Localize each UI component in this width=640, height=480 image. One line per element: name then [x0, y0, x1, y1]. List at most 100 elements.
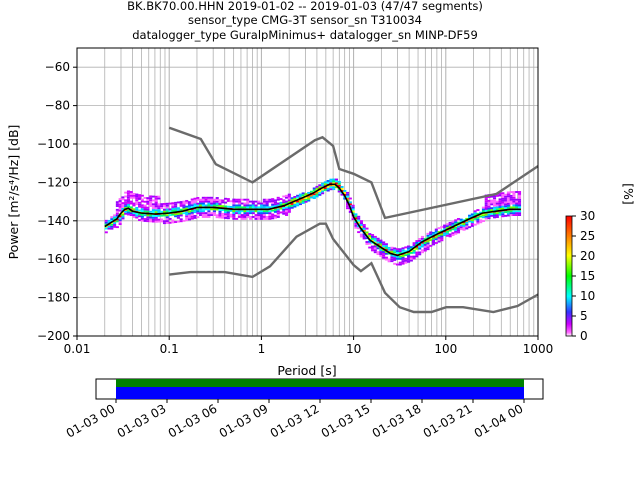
- histogram-cell: [484, 208, 488, 210]
- histogram-cell: [151, 195, 155, 198]
- timeline-tick-label: 01-03 18: [370, 401, 424, 440]
- histogram-cell: [287, 197, 291, 200]
- histogram-cell: [132, 192, 136, 195]
- histogram-cell: [224, 217, 228, 219]
- histogram-cell: [140, 215, 144, 218]
- histogram-cell: [517, 210, 522, 213]
- histogram-cell: [501, 207, 505, 210]
- histogram-cell: [506, 191, 510, 194]
- histogram-cell: [190, 213, 194, 216]
- histogram-cell: [515, 206, 519, 209]
- histogram-cell: [359, 224, 363, 226]
- histogram-cell: [146, 208, 150, 211]
- histogram-cell: [304, 193, 308, 196]
- histogram-cell: [271, 203, 275, 206]
- histogram-cell: [279, 201, 283, 204]
- histogram-cell: [407, 247, 411, 250]
- histogram-cell: [187, 201, 192, 204]
- histogram-cell: [151, 218, 155, 221]
- histogram-cell: [193, 201, 197, 204]
- histogram-cell: [517, 204, 522, 207]
- histogram-cell: [493, 214, 497, 217]
- colorbar-tick-label: 15: [580, 269, 595, 283]
- histogram-cell: [346, 191, 350, 194]
- histogram-cell: [420, 235, 424, 238]
- histogram-cell: [187, 212, 192, 215]
- histogram-cell: [490, 195, 494, 198]
- histogram-cell: [218, 199, 222, 202]
- histogram-cell: [451, 228, 455, 231]
- histogram-cell: [282, 210, 286, 213]
- histogram-cell: [517, 191, 522, 193]
- histogram-cell: [243, 204, 247, 207]
- histogram-cell: [362, 229, 366, 232]
- histogram-cell: [232, 215, 236, 218]
- histogram-cell: [509, 202, 513, 205]
- histogram-cell: [165, 214, 169, 217]
- histogram-cell: [351, 206, 355, 209]
- histogram-cell: [135, 201, 139, 204]
- histogram-cell: [365, 242, 369, 245]
- histogram-cell: [404, 246, 408, 249]
- histogram-cell: [484, 206, 488, 208]
- histogram-cell: [118, 203, 122, 206]
- histogram-cell: [124, 199, 128, 202]
- histogram-cell: [343, 197, 347, 200]
- histogram-cell: [262, 217, 266, 220]
- histogram-cell: [517, 202, 522, 205]
- histogram-cell: [165, 204, 169, 207]
- histogram-cell: [221, 214, 225, 217]
- histogram-cell: [199, 204, 203, 207]
- histogram-cell: [204, 200, 208, 203]
- histogram-cell: [204, 216, 208, 218]
- histogram-cell: [426, 242, 430, 245]
- histogram-cell: [346, 205, 350, 208]
- histogram-cell: [140, 213, 144, 216]
- histogram-cell: [390, 260, 394, 263]
- histogram-cell: [401, 262, 405, 265]
- histogram-cell: [426, 248, 430, 251]
- histogram-cell: [490, 207, 494, 210]
- histogram-cell: [118, 201, 122, 204]
- histogram-cell: [165, 222, 169, 224]
- histogram-cell: [129, 194, 133, 197]
- histogram-cell: [434, 242, 438, 244]
- histogram-cell: [248, 204, 253, 207]
- histogram-cell: [260, 216, 264, 218]
- histogram-cell: [201, 198, 205, 201]
- histogram-cell: [290, 206, 294, 209]
- histogram-cell: [370, 235, 375, 238]
- histogram-cell: [151, 203, 155, 206]
- histogram-cell: [282, 199, 286, 202]
- timeline-tick-label: 01-03 06: [166, 401, 220, 440]
- histogram-cell: [179, 220, 183, 223]
- histogram-cell: [468, 216, 472, 219]
- histogram-cell: [423, 247, 427, 250]
- histogram-cell: [190, 215, 194, 218]
- histogram-cell: [512, 191, 516, 193]
- histogram-cell: [146, 218, 150, 221]
- histogram-cell: [273, 201, 277, 204]
- histogram-cell: [506, 210, 510, 213]
- histogram-cell: [154, 216, 158, 219]
- histogram-cell: [437, 236, 441, 239]
- histogram-cell: [273, 210, 277, 213]
- histogram-cell: [257, 216, 261, 218]
- histogram-cell: [512, 194, 516, 197]
- histogram-cell: [326, 185, 330, 188]
- histogram-cell: [193, 216, 197, 219]
- histogram-cell: [235, 210, 239, 213]
- histogram-cell: [493, 216, 497, 219]
- histogram-cell: [384, 245, 388, 248]
- histogram-cell: [265, 204, 269, 207]
- histogram-cell: [190, 198, 194, 201]
- histogram-cell: [493, 206, 497, 209]
- histogram-cell: [323, 181, 327, 184]
- histogram-cell: [493, 202, 497, 205]
- title-line-2: sensor_type CMG-3T sensor_sn T310034: [188, 13, 422, 27]
- histogram-cell: [365, 233, 369, 236]
- histogram-cell: [487, 199, 491, 202]
- histogram-cell: [146, 202, 150, 205]
- histogram-cell: [368, 233, 372, 236]
